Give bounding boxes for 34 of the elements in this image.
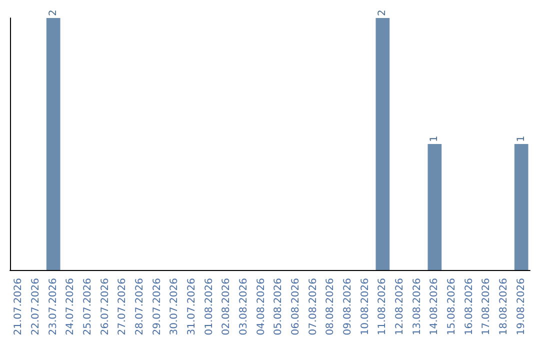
- x-tick-label: 12.08.2026: [394, 278, 406, 336]
- x-tick-label: 28.07.2026: [134, 278, 146, 336]
- x-tick-label: 24.07.2026: [65, 278, 76, 336]
- x-tick-label: 25.07.2026: [82, 278, 94, 336]
- x-tick-label: 30.07.2026: [169, 278, 180, 336]
- x-tick-label: 11.08.2026: [377, 278, 388, 336]
- x-tick-label: 23.07.2026: [48, 278, 59, 336]
- x-tick-label: 05.08.2026: [273, 278, 284, 336]
- x-tick-label: 13.08.2026: [412, 278, 423, 336]
- x-tick-label: 04.08.2026: [256, 278, 267, 336]
- x-tick-label: 27.07.2026: [117, 278, 128, 336]
- x-tick-label: 09.08.2026: [342, 278, 354, 336]
- x-tick-label: 15.08.2026: [446, 278, 458, 336]
- data-label: 1: [516, 136, 527, 142]
- x-tick-label: 03.08.2026: [238, 278, 250, 336]
- x-tick-label: 22.07.2026: [30, 278, 42, 336]
- data-label: 2: [48, 10, 59, 16]
- x-tick-label: 10.08.2026: [360, 278, 371, 336]
- x-tick-label: 14.08.2026: [429, 278, 440, 336]
- x-tick-label: 29.07.2026: [152, 278, 163, 336]
- data-label: 2: [377, 10, 388, 16]
- x-tick-label: 02.08.2026: [221, 278, 232, 336]
- x-tick-label: 19.08.2026: [516, 278, 527, 336]
- x-tick-label: 06.08.2026: [290, 278, 302, 336]
- x-tick-label: 26.07.2026: [100, 278, 111, 336]
- x-tick-label: 16.08.2026: [464, 278, 475, 336]
- x-tick-label: 31.07.2026: [186, 278, 198, 336]
- x-tick-label: 08.08.2026: [325, 278, 336, 336]
- x-tick-label: 07.08.2026: [308, 278, 319, 336]
- x-tick-label: 18.08.2026: [498, 278, 510, 336]
- x-tick-label: 17.08.2026: [481, 278, 492, 336]
- x-tick-label: 01.08.2026: [204, 278, 215, 336]
- x-tick-label: 21.07.2026: [13, 278, 24, 336]
- data-label: 1: [429, 136, 440, 142]
